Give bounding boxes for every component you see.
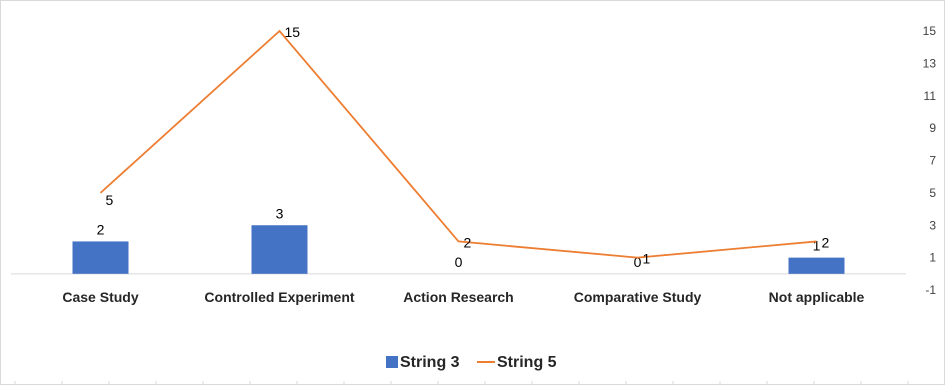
y-tick-label: 13: [923, 56, 937, 70]
bar-data-label: 1: [813, 238, 821, 254]
line-data-label: 5: [106, 192, 114, 208]
bar-string-3: [72, 241, 129, 274]
bar-data-label: 0: [455, 254, 463, 270]
y-tick-label: -1: [925, 283, 936, 297]
y-tick-label: 15: [923, 24, 937, 38]
y-tick-label: 5: [929, 186, 936, 200]
y-tick-label: 7: [929, 154, 936, 168]
bar-data-label: 2: [97, 221, 105, 237]
x-category-label: Controlled Experiment: [204, 289, 354, 305]
y-tick-label: 1: [929, 251, 936, 265]
legend-swatch-string-3: [386, 356, 398, 368]
x-category-label: Not applicable: [769, 289, 865, 305]
y-tick-label: 11: [924, 89, 937, 103]
bar-string-3: [788, 257, 845, 274]
line-string-5: [99, 29, 817, 259]
bar-string-3: [251, 225, 308, 274]
legend-label-string-5: String 5: [497, 354, 557, 371]
line-data-label: 2: [464, 234, 472, 250]
line-data-label: 15: [285, 24, 301, 40]
legend-label-string-3: String 3: [400, 354, 460, 371]
bar-data-label: 3: [276, 205, 284, 221]
line-data-label: 1: [643, 251, 651, 267]
x-category-label: Action Research: [403, 289, 513, 305]
line-data-label: 2: [822, 234, 830, 250]
x-category-label: Comparative Study: [574, 289, 702, 305]
y-tick-label: 3: [929, 218, 936, 232]
x-category-label: Case Study: [62, 289, 138, 305]
y-tick-label: 9: [929, 121, 936, 135]
bar-data-label: 0: [634, 254, 642, 270]
